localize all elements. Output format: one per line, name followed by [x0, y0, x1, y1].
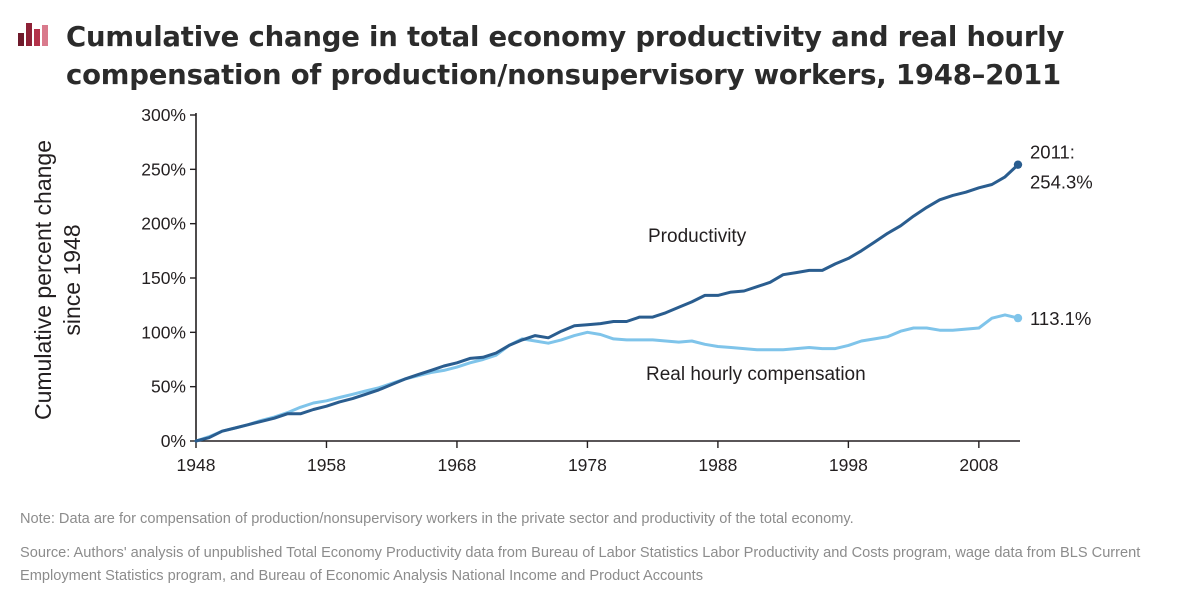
y-tick-label: 100% [141, 322, 186, 342]
logo-bar-1 [18, 33, 24, 46]
end-point-productivity [1013, 160, 1023, 169]
bar-chart-logo-icon [18, 23, 48, 46]
chart-title: Cumulative change in total economy produ… [66, 21, 1065, 91]
x-axis-ticks: 1948 1958 1968 1978 1988 1998 2008 [177, 441, 998, 475]
y-axis-ticks: 0% 50% 100% 150% 200% 250% 300% [141, 105, 196, 451]
x-tick-label: 1958 [307, 455, 346, 475]
x-tick-label: 1988 [698, 455, 737, 475]
line-chart: Cumulative percent change since 1948 0% 50… [30, 105, 1093, 475]
y-axis-label-line-2: since 1948 [59, 224, 85, 335]
compensation-end-label-value: 113.1% [1030, 308, 1091, 329]
x-tick-label: 1998 [829, 455, 868, 475]
productivity-end-label-year: 2011: [1030, 142, 1075, 163]
y-axis-label: Cumulative percent change since 1948 [30, 140, 85, 420]
y-tick-label: 250% [141, 159, 186, 179]
logo-bar-2 [26, 23, 32, 46]
x-tick-label: 1968 [437, 455, 476, 475]
end-point-real-hourly-compensation [1013, 313, 1023, 323]
y-tick-label: 0% [161, 431, 186, 451]
productivity-end-label-value: 254.3% [1030, 172, 1093, 193]
y-tick-label: 200% [141, 214, 186, 234]
series-lines [194, 160, 1023, 443]
y-axis-label-line-1: Cumulative percent change [30, 140, 56, 420]
x-tick-label: 2008 [959, 455, 998, 475]
series-line-productivity [194, 163, 1020, 443]
chart-source: Source: Authors' analysis of unpublished… [20, 545, 1141, 584]
axes [195, 113, 1020, 442]
y-tick-label: 150% [141, 268, 186, 288]
y-tick-label: 50% [151, 377, 186, 397]
x-tick-label: 1978 [568, 455, 607, 475]
x-tick-label: 1948 [177, 455, 216, 475]
annotations: 2011: 254.3% 113.1% Productivity Real hourly… [646, 142, 1093, 385]
series-label-productivity: Productivity [648, 226, 747, 247]
logo-bar-3 [34, 29, 40, 46]
chart-note: Note: Data are for compensation of produ… [20, 511, 854, 527]
logo-bar-4 [42, 25, 48, 46]
series-line-real-hourly-compensation [194, 313, 1020, 443]
series-label-real-hourly-compensation: Real hourly compensation [646, 364, 866, 385]
y-tick-label: 300% [141, 105, 186, 125]
